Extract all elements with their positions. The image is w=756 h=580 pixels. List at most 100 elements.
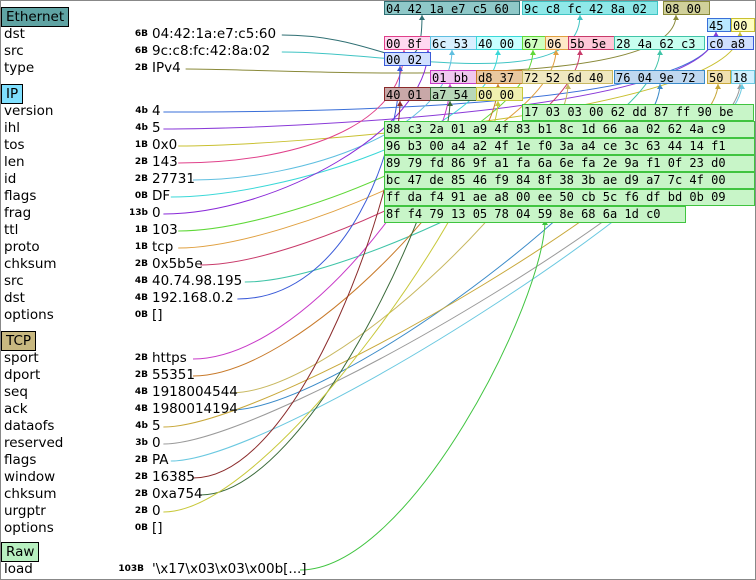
field-name: options (4, 307, 54, 323)
field-wire (178, 49, 405, 164)
field-row-ip-version[interactable]: version 4b 4 (4, 103, 384, 120)
hex-bytes-row1-1[interactable]: 00 (731, 18, 756, 33)
field-row-raw-load[interactable]: load 103B '\x17\x03\x03\x00b[...] (4, 561, 384, 578)
payload-hex-line[interactable]: ff da f4 91 ae a8 00 ee 50 cb 5c f6 df b… (384, 189, 756, 206)
field-size: 4b (135, 421, 148, 431)
hex-bytes-row2-4[interactable]: 06 (545, 36, 570, 51)
field-row-ip-dst[interactable]: dst 4B 192.168.0.2 (4, 290, 384, 307)
layer-header-tcp[interactable]: TCP (1, 331, 37, 351)
field-value: tcp (152, 239, 174, 255)
hex-bytes-row2-0[interactable]: 00 8f (384, 36, 431, 51)
field-row-ip-options[interactable]: options 0B [] (4, 307, 384, 324)
layer-header-raw[interactable]: Raw (1, 542, 40, 562)
field-name: id (4, 171, 17, 187)
hex-bytes-row2-2[interactable]: 40 00 (476, 36, 523, 51)
field-row-ip-id[interactable]: id 2B 27731 (4, 171, 384, 188)
wire-arrow-icon (449, 50, 455, 55)
field-size: 4B (134, 276, 148, 286)
field-value: 0x5b5e (152, 256, 203, 272)
hex-bytes-row2-3[interactable]: 67 (522, 36, 547, 51)
field-value: https (152, 350, 187, 366)
wire-arrow-icon (495, 101, 501, 106)
hex-bytes-row2-1[interactable]: 6c 53 (430, 36, 477, 51)
field-row-ip-chksum[interactable]: chksum 2B 0x5b5e (4, 256, 384, 273)
hex-bytes-row4-4[interactable]: 50 (707, 70, 732, 85)
field-row-ip-ihl[interactable]: ihl 4b 5 (4, 120, 384, 137)
field-row-tcp-dataofs[interactable]: dataofs 4b 5 (4, 418, 384, 435)
hex-bytes-row4-0[interactable]: 01 bb (430, 70, 477, 85)
field-value: '\x17\x03\x03\x00b[...] (152, 561, 307, 577)
field-value: 55351 (152, 367, 195, 383)
wire-arrow-icon (397, 66, 403, 71)
field-row-ip-ttl[interactable]: ttl 1B 103 (4, 222, 384, 239)
field-row-tcp-seq[interactable]: seq 4B 1918004544 (4, 384, 384, 401)
hex-bytes-row2-7[interactable]: c0 a8 (707, 36, 754, 51)
field-wire (299, 219, 546, 571)
wire-arrow-icon (577, 50, 583, 55)
field-size: 6B (134, 29, 148, 39)
field-size: 4b (135, 106, 148, 116)
field-name: load (4, 561, 33, 577)
field-row-tcp-reserved[interactable]: reserved 3b 0 (4, 435, 384, 452)
field-row-ethernet-type[interactable]: type 2B IPv4 (4, 60, 384, 77)
field-value: 1918004544 (152, 384, 238, 400)
hex-bytes-row3-0[interactable]: 00 02 (384, 52, 431, 67)
field-row-tcp-urgptr[interactable]: urgptr 2B 0 (4, 503, 384, 520)
wire-arrow-icon (553, 50, 559, 55)
field-row-ethernet-src[interactable]: src 6B 9c:c8:fc:42:8a:02 (4, 43, 384, 60)
hex-bytes-row2-5[interactable]: 5b 5e (568, 36, 615, 51)
field-row-ip-frag[interactable]: frag 13b 0 (4, 205, 384, 222)
field-size: 2B (134, 174, 148, 184)
field-value: 0xa754 (152, 486, 203, 502)
hex-bytes-row4-5[interactable]: 18 (731, 70, 756, 85)
field-wire (163, 31, 717, 130)
field-name: src (4, 273, 24, 289)
field-row-ip-proto[interactable]: proto 1B tcp (4, 239, 384, 256)
field-row-tcp-flags[interactable]: flags 2B PA (4, 452, 384, 469)
field-name: type (4, 60, 35, 76)
hex-bytes-row5-0[interactable]: 40 01 (384, 87, 431, 102)
field-size: 1B (134, 242, 148, 252)
field-row-tcp-dport[interactable]: dport 2B 55351 (4, 367, 384, 384)
field-name: version (4, 103, 54, 119)
field-row-ip-src[interactable]: src 4B 40.74.98.195 (4, 273, 384, 290)
hex-bytes-row1-0[interactable]: 45 (707, 18, 732, 33)
payload-hex-line[interactable]: 89 79 fd 86 9f a1 fa 6a 6e fa 2e 9a f1 0… (384, 155, 756, 172)
hex-bytes-row4-2[interactable]: 72 52 6d 40 (522, 70, 614, 85)
field-size: 2B (134, 63, 148, 73)
field-size: 103B (118, 564, 144, 574)
field-size: 2B (134, 370, 148, 380)
field-value: 5 (152, 418, 161, 434)
field-row-ip-len[interactable]: len 2B 143 (4, 154, 384, 171)
field-size: 3b (135, 438, 148, 448)
field-row-ip-tos[interactable]: tos 1B 0x0 (4, 137, 384, 154)
field-row-tcp-window[interactable]: window 2B 16385 (4, 469, 384, 486)
wire-arrow-icon (397, 101, 403, 106)
hex-bytes-row4-1[interactable]: d8 37 (476, 70, 523, 85)
field-row-ip-flags[interactable]: flags 0B DF (4, 188, 384, 205)
hex-bytes-row5-2[interactable]: 00 00 (476, 87, 523, 102)
layer-header-ethernet[interactable]: Ethernet (1, 7, 70, 27)
payload-hex-line[interactable]: 8f f4 79 13 05 78 04 59 8e 68 6a 1d c0 (384, 206, 686, 223)
hex-bytes-row0-2[interactable]: 08 00 (663, 1, 710, 16)
field-size: 4b (135, 123, 148, 133)
field-row-ethernet-dst[interactable]: dst 6B 04:42:1a:e7:c5:60 (4, 26, 384, 43)
hex-bytes-row2-6[interactable]: 28 4a 62 c3 (614, 36, 706, 51)
field-name: urgptr (4, 503, 46, 519)
field-row-tcp-sport[interactable]: sport 2B https (4, 350, 384, 367)
field-row-tcp-ack[interactable]: ack 4B 1980014194 (4, 401, 384, 418)
hex-bytes-row0-1[interactable]: 9c c8 fc 42 8a 02 (522, 1, 658, 16)
hex-bytes-row4-3[interactable]: 76 04 9e 72 (614, 70, 706, 85)
layer-header-ip[interactable]: IP (1, 84, 24, 104)
field-size: 13b (129, 208, 148, 218)
payload-hex-line[interactable]: 96 b3 00 a4 a2 4f 1e f0 3a a4 ce 3c 63 4… (384, 138, 756, 155)
field-row-tcp-options[interactable]: options 0B [] (4, 520, 384, 537)
hex-bytes-row5-1[interactable]: a7 54 (430, 87, 477, 102)
field-name: tos (4, 137, 25, 153)
hex-bytes-row0-0[interactable]: 04 42 1a e7 c5 60 (384, 1, 520, 16)
payload-hex-line[interactable]: 88 c3 2a 01 a9 4f 83 b1 8c 1d 66 aa 02 6… (384, 121, 756, 138)
payload-hex-line[interactable]: bc 47 de 85 46 f9 84 8f 38 3b ae d9 a7 7… (384, 172, 756, 189)
field-size: 2B (134, 353, 148, 363)
payload-hex-line[interactable]: 17 03 03 00 62 dd 87 ff 90 be (522, 104, 754, 121)
field-row-tcp-chksum[interactable]: chksum 2B 0xa754 (4, 486, 384, 503)
